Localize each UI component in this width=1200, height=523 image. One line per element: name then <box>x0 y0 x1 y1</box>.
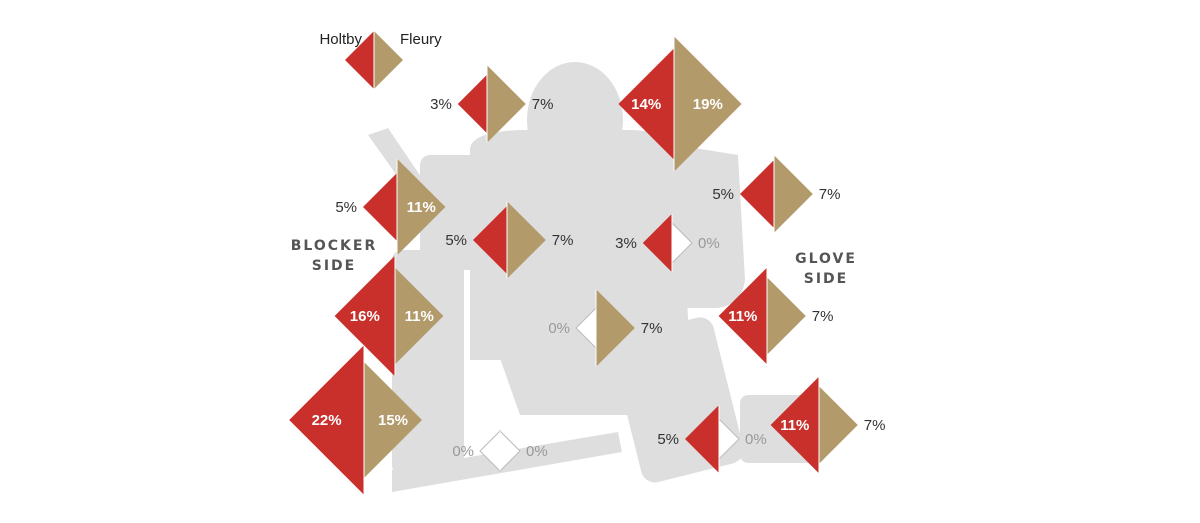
holtby-value-label: 22% <box>312 412 342 429</box>
zone-1: 3% 7% <box>430 65 553 143</box>
holtby-value-label: 5% <box>657 431 679 448</box>
legend: Holtby Fleury <box>319 31 442 89</box>
holtby-value-label: 5% <box>335 199 357 216</box>
zones: 3% 7% 14% 19%5% 11%5% 7%5% 7% 3% 0%16% 11% 11% 7%0%… <box>289 36 886 495</box>
holtby-value-label: 11% <box>728 308 757 325</box>
zone-7: 16% 11% <box>334 255 444 377</box>
fleury-half <box>397 158 446 256</box>
glove-side-label: GLOVE SIDE <box>795 251 857 287</box>
fleury-half <box>507 201 546 279</box>
zone-8: 11% 7% <box>718 267 834 365</box>
holtby-value-label: 5% <box>445 232 467 249</box>
zone-11: 0% 0% <box>452 429 548 473</box>
holtby-half <box>473 206 507 274</box>
blocker-side-label: BLOCKER SIDE <box>291 238 377 274</box>
zone-12: 5% 0% <box>657 405 767 473</box>
zone-2: 14% 19% <box>618 36 742 172</box>
fleury-value-label: 7% <box>641 320 663 337</box>
fleury-half <box>487 65 526 143</box>
holtby-half <box>740 160 774 228</box>
fleury-value-label: 7% <box>532 96 554 113</box>
zone-6: 3% 0% <box>615 213 720 273</box>
fleury-half <box>364 362 422 478</box>
zone-9: 0% 7% <box>548 289 662 367</box>
fleury-half <box>674 36 742 172</box>
holtby-value-label: 14% <box>631 96 661 113</box>
goalie-silhouette <box>368 62 825 492</box>
holtby-value-label: 3% <box>615 235 637 252</box>
zone-3: 5% 11% <box>335 158 446 256</box>
fleury-value-label: 7% <box>819 186 841 203</box>
fleury-value-label: 0% <box>526 443 548 460</box>
holtby-half <box>334 255 395 377</box>
legend-fleury-half <box>374 31 403 89</box>
fleury-value-label: 11% <box>405 308 434 325</box>
zone-10: 22% 15% <box>289 345 422 495</box>
fleury-half <box>767 277 806 355</box>
fleury-value-label: 0% <box>745 431 767 448</box>
fleury-half <box>596 289 635 367</box>
holtby-half <box>457 74 487 134</box>
holtby-half <box>718 267 767 365</box>
fleury-value-label: 7% <box>552 232 574 249</box>
holtby-value-label: 11% <box>780 417 809 434</box>
holtby-value-label: 0% <box>548 320 570 337</box>
fleury-value-label: 7% <box>864 417 886 434</box>
fleury-value-label: 11% <box>407 199 436 216</box>
fleury-half <box>774 155 813 233</box>
legend-holtby-label: Holtby <box>319 31 362 48</box>
legend-fleury-label: Fleury <box>400 31 442 48</box>
holtby-value-label: 3% <box>430 96 452 113</box>
holtby-value-label: 0% <box>452 443 474 460</box>
holtby-half <box>289 345 364 495</box>
svg-text:SIDE: SIDE <box>312 258 356 274</box>
holtby-half <box>363 173 397 241</box>
holtby-half <box>618 48 674 160</box>
fleury-value-label: 19% <box>693 96 723 113</box>
legend-holtby-half <box>345 31 374 89</box>
fleury-value-label: 0% <box>698 235 720 252</box>
holtby-value-label: 5% <box>712 186 734 203</box>
zone-4: 5% 7% <box>712 155 840 233</box>
holtby-half <box>642 213 672 273</box>
fleury-half <box>395 267 444 365</box>
holtby-half <box>770 376 819 474</box>
svg-text:BLOCKER: BLOCKER <box>291 238 377 254</box>
fleury-value-label: 15% <box>378 412 408 429</box>
holtby-half <box>685 405 719 473</box>
fleury-half <box>819 386 858 464</box>
holtby-value-label: 16% <box>350 308 380 325</box>
zone-5: 5% 7% <box>445 201 573 279</box>
fleury-value-label: 7% <box>812 308 834 325</box>
svg-text:SIDE: SIDE <box>804 271 848 287</box>
svg-text:GLOVE: GLOVE <box>795 251 857 267</box>
zone-13: 11% 7% <box>770 376 886 474</box>
